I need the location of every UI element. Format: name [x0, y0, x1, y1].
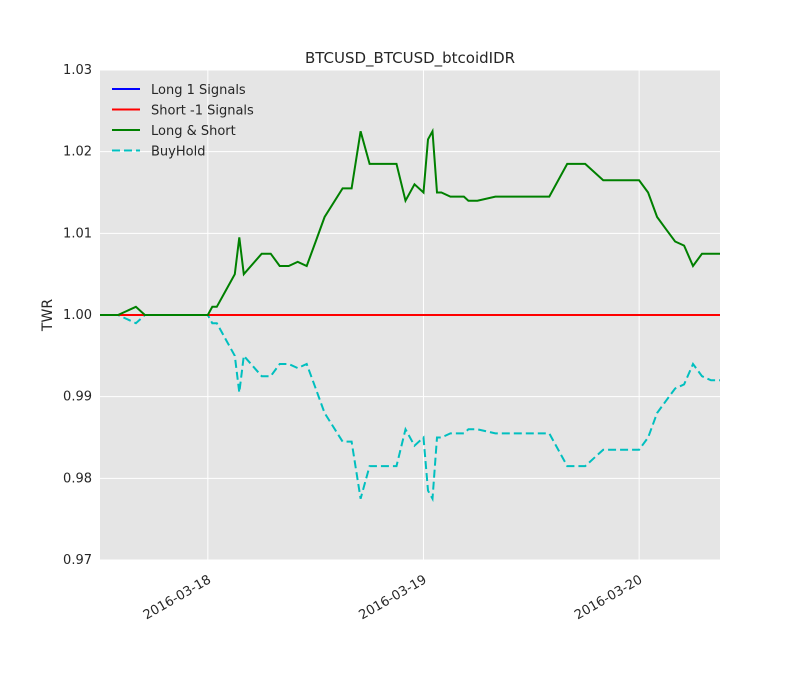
legend-label: Long & Short: [151, 124, 236, 139]
y-tick-label: 1.01: [63, 226, 92, 241]
y-tick-label: 0.99: [63, 390, 92, 405]
y-tick-label: 1.02: [63, 145, 92, 160]
y-tick-label: 0.98: [63, 471, 92, 486]
legend-label: BuyHold: [151, 145, 205, 160]
series-line: [100, 127, 720, 316]
chart-title: BTCUSD_BTCUSD_btcoidIDR: [305, 49, 515, 68]
y-axis-ticks: 0.97 0.98 0.99 1.00 1.01 1.02 1.03: [63, 63, 92, 568]
legend-label: Short -1 Signals: [151, 104, 254, 119]
y-tick-label: 1.03: [63, 63, 92, 78]
series-lines: [100, 127, 720, 503]
y-axis-title: TWR: [40, 299, 56, 332]
y-tick-label: 0.97: [63, 553, 92, 568]
series-line: [100, 314, 720, 503]
legend: Long 1 Signals Short -1 Signals Long & Sho…: [112, 83, 254, 160]
legend-label: Long 1 Signals: [151, 83, 246, 98]
y-tick-label: 1.00: [63, 308, 92, 323]
